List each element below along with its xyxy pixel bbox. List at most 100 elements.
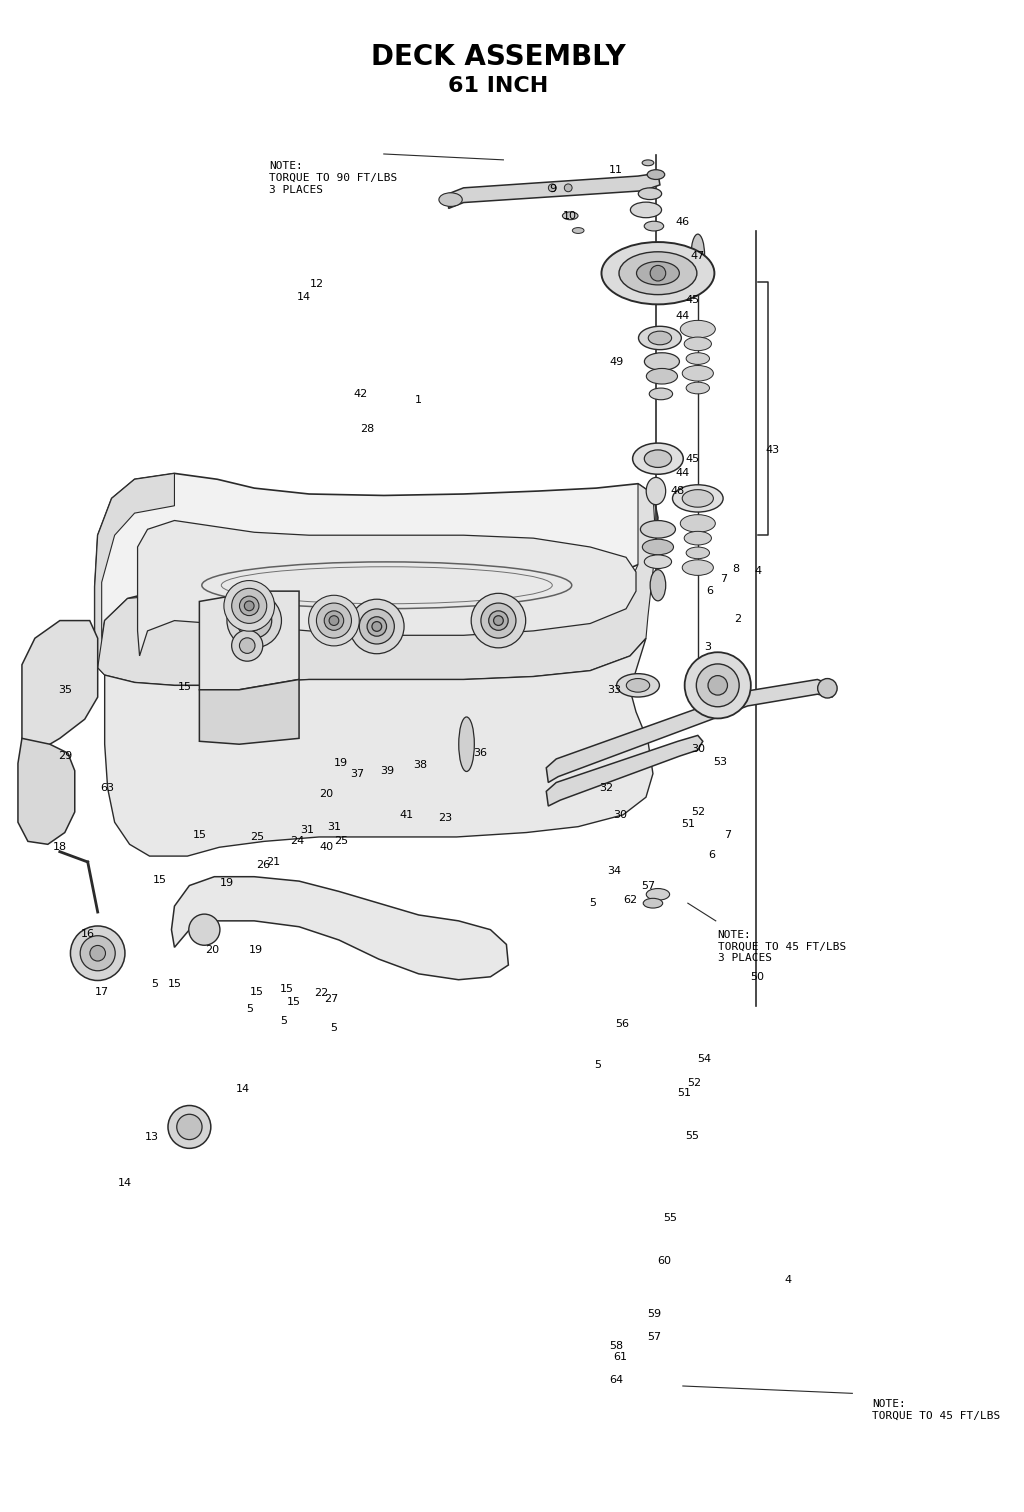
Text: 20: 20: [205, 945, 219, 956]
Text: 54: 54: [696, 1054, 711, 1064]
Text: 47: 47: [690, 251, 705, 260]
Text: 61 INCH: 61 INCH: [449, 76, 549, 97]
Circle shape: [359, 609, 394, 644]
Circle shape: [80, 936, 116, 971]
Text: 25: 25: [250, 832, 264, 842]
Ellipse shape: [601, 242, 715, 304]
Text: 21: 21: [266, 857, 281, 866]
Ellipse shape: [686, 352, 710, 364]
Text: 8: 8: [732, 564, 739, 575]
Text: 23: 23: [438, 813, 453, 823]
Text: 34: 34: [607, 866, 622, 875]
Text: 10: 10: [563, 210, 578, 221]
Text: 15: 15: [153, 874, 167, 885]
Polygon shape: [449, 172, 659, 209]
Circle shape: [231, 631, 263, 661]
Circle shape: [696, 664, 739, 706]
Circle shape: [90, 945, 105, 962]
Circle shape: [685, 652, 751, 718]
Text: 15: 15: [177, 682, 191, 692]
Text: 37: 37: [350, 768, 364, 779]
Text: 15: 15: [287, 996, 301, 1007]
Ellipse shape: [682, 490, 714, 507]
Text: 3: 3: [705, 643, 712, 652]
Circle shape: [231, 588, 266, 623]
Ellipse shape: [642, 160, 653, 166]
Text: 11: 11: [609, 165, 623, 175]
Text: 32: 32: [599, 783, 613, 794]
Ellipse shape: [562, 212, 578, 219]
Ellipse shape: [648, 331, 672, 345]
Circle shape: [245, 600, 254, 611]
Circle shape: [227, 593, 282, 647]
Ellipse shape: [640, 520, 676, 538]
Circle shape: [177, 1114, 202, 1140]
Text: 50: 50: [751, 972, 765, 981]
Text: 15: 15: [281, 984, 294, 993]
Text: 36: 36: [473, 748, 487, 758]
Text: 56: 56: [615, 1019, 629, 1028]
Text: 5: 5: [595, 1060, 602, 1070]
Circle shape: [549, 184, 556, 192]
Ellipse shape: [686, 547, 710, 559]
Ellipse shape: [572, 228, 584, 233]
Text: NOTE:
TORQUE TO 45 FT/LBS: NOTE: TORQUE TO 45 FT/LBS: [872, 1399, 1000, 1421]
Text: 48: 48: [671, 485, 685, 496]
Circle shape: [329, 615, 339, 626]
Ellipse shape: [646, 478, 666, 505]
Text: 57: 57: [641, 880, 655, 891]
Text: 17: 17: [94, 986, 109, 996]
Text: 44: 44: [676, 469, 690, 478]
Ellipse shape: [673, 485, 723, 513]
Text: 61: 61: [613, 1352, 627, 1361]
Text: 13: 13: [144, 1132, 159, 1142]
Text: 5: 5: [151, 980, 158, 989]
Circle shape: [308, 596, 359, 646]
Ellipse shape: [439, 194, 462, 207]
Text: 45: 45: [686, 295, 699, 305]
Circle shape: [471, 593, 525, 647]
Ellipse shape: [682, 366, 714, 381]
Text: 28: 28: [359, 425, 374, 434]
Text: 7: 7: [724, 830, 731, 841]
Text: 33: 33: [607, 685, 622, 694]
Text: 12: 12: [310, 278, 324, 289]
Ellipse shape: [684, 531, 712, 544]
Circle shape: [237, 603, 271, 638]
Circle shape: [367, 617, 386, 637]
Text: 44: 44: [676, 311, 690, 321]
Text: 29: 29: [57, 751, 72, 761]
Text: 15: 15: [193, 830, 207, 841]
Text: 19: 19: [334, 759, 348, 768]
Text: 51: 51: [677, 1089, 691, 1098]
Text: 62: 62: [623, 895, 637, 906]
Text: 45: 45: [686, 454, 699, 464]
Text: 6: 6: [709, 850, 716, 860]
Text: 42: 42: [353, 389, 368, 399]
Text: 2: 2: [734, 614, 741, 624]
Text: 39: 39: [380, 765, 394, 776]
Text: 53: 53: [713, 758, 727, 767]
Polygon shape: [97, 484, 656, 685]
Ellipse shape: [650, 570, 666, 600]
Circle shape: [71, 925, 125, 980]
Text: 19: 19: [220, 877, 234, 888]
Ellipse shape: [644, 352, 680, 370]
Text: 18: 18: [53, 842, 67, 853]
Text: 43: 43: [766, 445, 779, 455]
Ellipse shape: [646, 369, 678, 384]
Text: 26: 26: [256, 860, 270, 869]
Text: 20: 20: [318, 789, 333, 800]
Text: 46: 46: [676, 216, 690, 227]
Text: 4: 4: [754, 565, 761, 576]
Circle shape: [650, 266, 666, 281]
Text: 51: 51: [681, 818, 695, 829]
Circle shape: [168, 1105, 211, 1148]
Circle shape: [708, 676, 727, 696]
Circle shape: [564, 184, 572, 192]
Ellipse shape: [644, 221, 664, 231]
Text: 63: 63: [100, 783, 115, 794]
Polygon shape: [94, 473, 658, 668]
Text: 41: 41: [399, 810, 414, 820]
Text: 31: 31: [300, 824, 314, 835]
